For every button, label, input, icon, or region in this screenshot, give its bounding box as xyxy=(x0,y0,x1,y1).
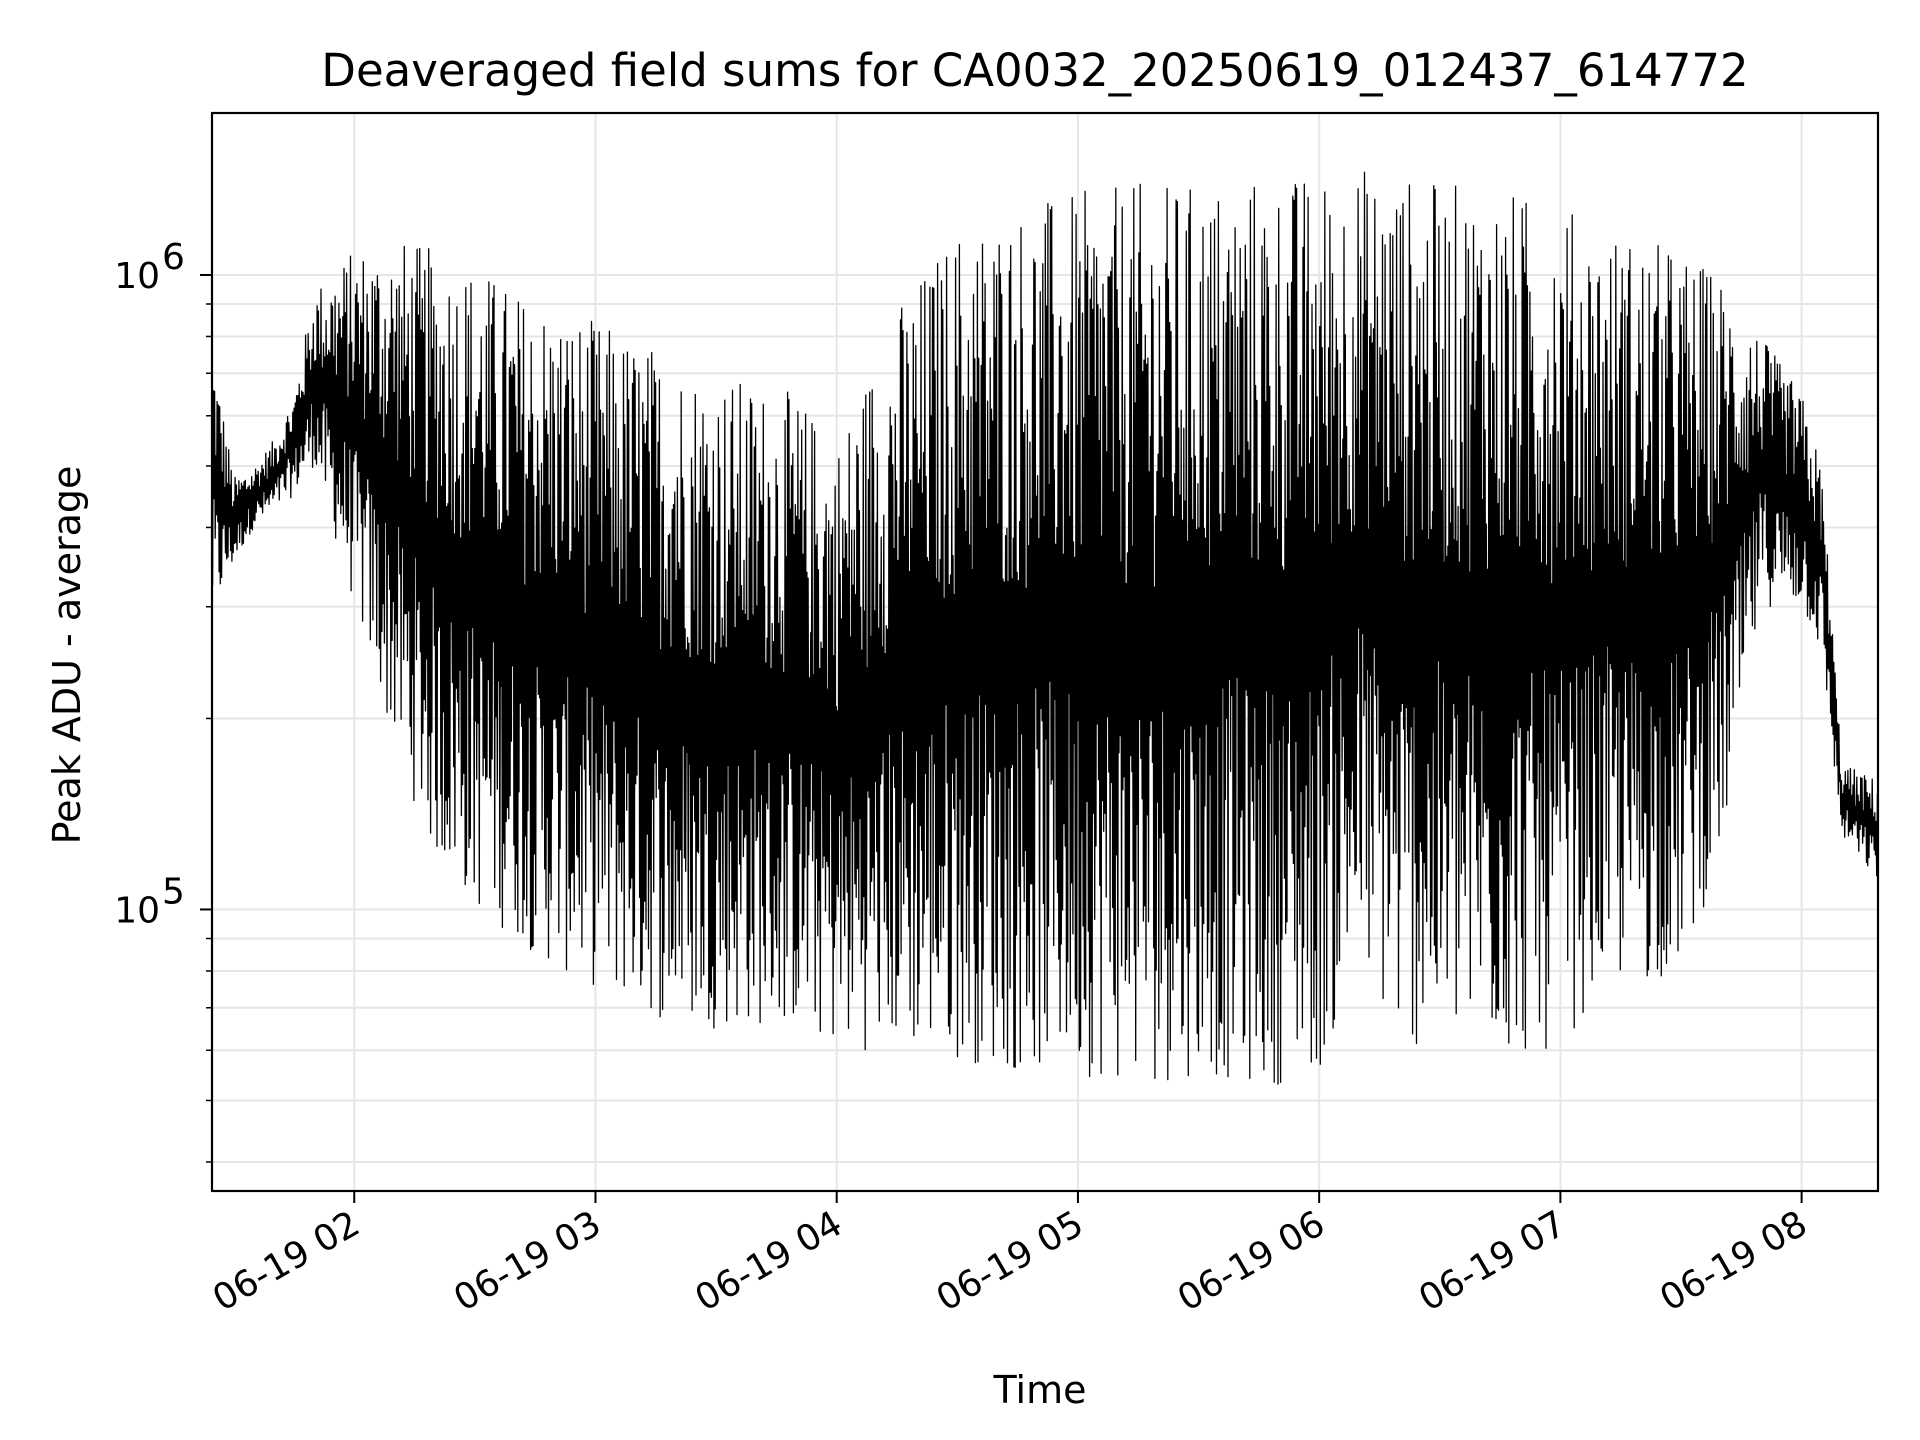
y-axis-label: Peak ADU - average xyxy=(45,466,89,845)
series-line xyxy=(211,171,1879,1085)
axes-frame xyxy=(210,111,1880,1193)
y-tick-exponent: 5 xyxy=(162,871,185,912)
plot-area xyxy=(211,171,1879,1085)
y-tick-base: 10 xyxy=(114,890,160,931)
y-tick-label: 10 xyxy=(114,256,160,297)
y-tick-exponent: 6 xyxy=(162,237,185,278)
y-tick-label: 10 xyxy=(114,890,160,931)
y-tick-base: 10 xyxy=(114,256,160,297)
chart-title: Deaveraged field sums for CA0032_2025061… xyxy=(321,44,1748,97)
x-axis-label: Time xyxy=(993,1368,1087,1412)
